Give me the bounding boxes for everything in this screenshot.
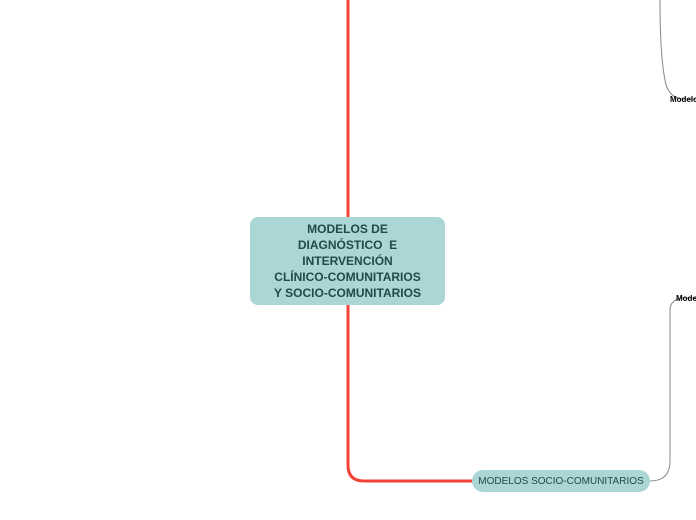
edge-label: Mode (676, 294, 696, 303)
child-node-socio-comunitarios[interactable]: MODELOS SOCIO-COMUNITARIOS (472, 470, 650, 492)
edge-label: Modelo (670, 95, 696, 104)
center-node-label: MODELOS DE DIAGNÓSTICO E INTERVENCIÓN CL… (274, 221, 421, 302)
edge-label-text: Modelo (670, 95, 696, 104)
child-node-label: MODELOS SOCIO-COMUNITARIOS (478, 476, 643, 487)
edge-label-text: Mode (676, 294, 696, 303)
center-node[interactable]: MODELOS DE DIAGNÓSTICO E INTERVENCIÓN CL… (250, 217, 445, 305)
